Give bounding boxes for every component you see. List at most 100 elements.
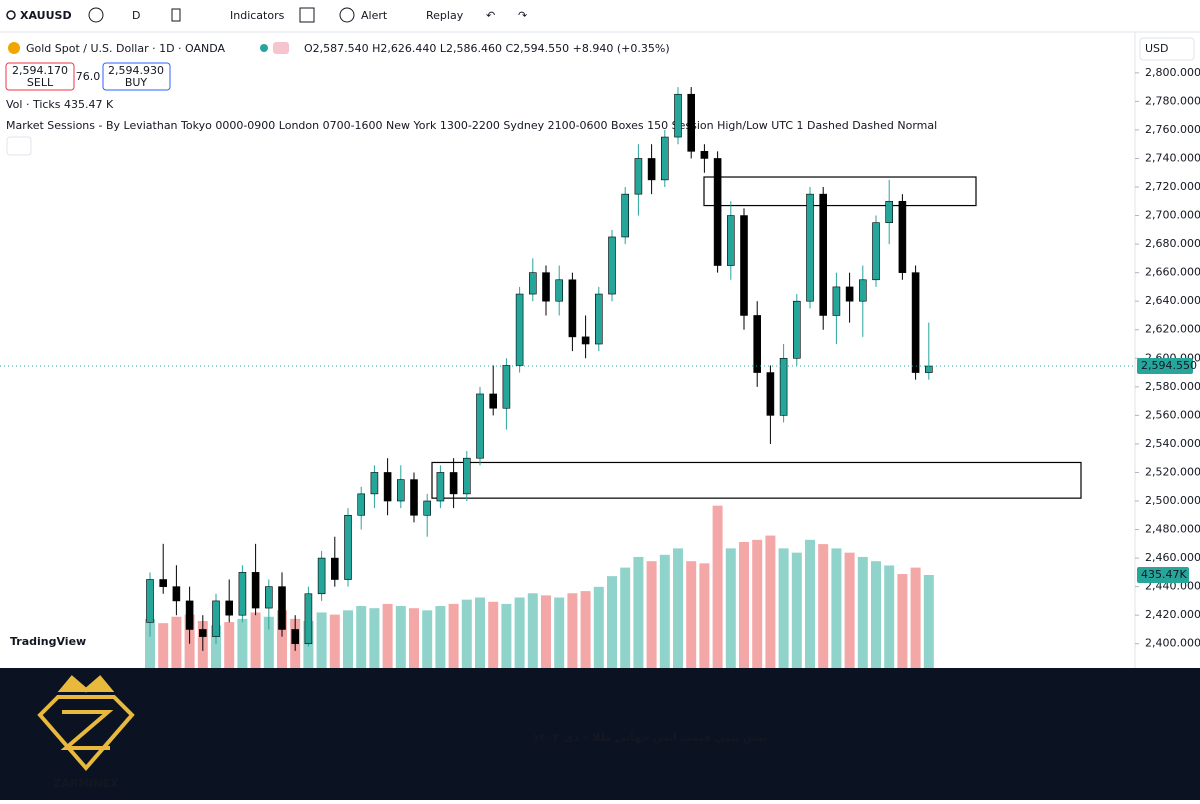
brand-name: ZARMINEX xyxy=(53,777,119,790)
candle-body xyxy=(621,193,630,238)
last-price-tag xyxy=(1137,358,1193,375)
volume-bar xyxy=(395,606,406,668)
volume-bar xyxy=(686,561,697,668)
candle-body xyxy=(660,136,669,181)
candle-body xyxy=(713,158,722,266)
y-tick-label: 2,400.000 xyxy=(1145,637,1200,650)
candle-body xyxy=(819,193,828,316)
add-symbol[interactable] xyxy=(88,7,104,23)
volume-bar xyxy=(778,548,789,668)
candle-body xyxy=(766,372,775,416)
sell-price: 2,594.170 xyxy=(12,64,68,77)
banner xyxy=(0,668,1200,800)
buy-button[interactable] xyxy=(102,62,171,91)
zone-box xyxy=(431,461,1082,499)
volume-bar xyxy=(831,548,842,668)
collapse-button[interactable] xyxy=(6,136,32,156)
redo[interactable]: ↷ xyxy=(518,9,527,22)
volume-bar xyxy=(659,554,670,668)
volume-bar xyxy=(805,539,815,668)
volume-bar xyxy=(448,603,459,668)
buy-price: 2,594.930 xyxy=(108,64,164,77)
last-volume-tag xyxy=(1137,566,1189,583)
indicators-button[interactable]: Indicators xyxy=(230,9,285,22)
alert-icon[interactable] xyxy=(339,7,355,23)
candle-body xyxy=(185,600,194,630)
y-tick-label: 2,420.000 xyxy=(1145,608,1200,621)
candle-body xyxy=(264,586,273,609)
banner-title: پیش بینی قیمت انس جهانی طلا – دی ۱۴۰۳ xyxy=(533,731,768,744)
volume-bar xyxy=(752,539,763,668)
sell-button[interactable] xyxy=(5,62,75,91)
volume-bar xyxy=(237,618,248,668)
candle-body xyxy=(674,93,682,138)
candle-body xyxy=(581,336,590,345)
volume-bar xyxy=(712,505,723,668)
candle-body xyxy=(858,279,867,302)
legend-ohlc: O2,587.540 H2,626.440 L2,586.460 C2,594.… xyxy=(304,42,670,55)
y-tick-label: 2,540.000 xyxy=(1145,437,1200,450)
candle-body xyxy=(687,93,696,152)
y-tick-label: 2,520.000 xyxy=(1145,465,1200,478)
volume-bar xyxy=(369,608,380,668)
candle-body xyxy=(317,557,326,595)
symbol[interactable]: XAUUSD xyxy=(20,9,72,22)
candle-body xyxy=(634,158,643,195)
volume-bar xyxy=(316,612,327,668)
volume-bar xyxy=(910,567,921,668)
candle-body xyxy=(528,272,537,295)
volume-bar xyxy=(818,544,829,668)
candle-body xyxy=(608,236,616,295)
candle-body xyxy=(172,586,181,602)
templates-button[interactable] xyxy=(299,7,315,23)
candle-body xyxy=(792,300,801,359)
sell-label: SELL xyxy=(27,76,54,89)
candle-body xyxy=(159,579,167,587)
y-tick-label: 2,760.000 xyxy=(1145,123,1200,136)
candle-body xyxy=(410,479,418,516)
status-flag xyxy=(273,42,289,54)
volume-bar xyxy=(435,606,446,668)
candle-body xyxy=(383,472,392,502)
candle-body xyxy=(291,629,300,645)
volume-bar xyxy=(422,610,433,668)
volume-bar xyxy=(250,612,261,668)
y-tick-label: 2,720.000 xyxy=(1145,180,1200,193)
y-tick-label: 2,560.000 xyxy=(1145,408,1200,421)
y-tick-label: 2,660.000 xyxy=(1145,266,1200,279)
y-tick-label: 2,580.000 xyxy=(1145,380,1200,393)
chart-type[interactable] xyxy=(171,8,181,22)
volume-bar xyxy=(699,563,710,668)
price-axis: 2,400.0002,420.0002,440.0002,460.0002,48… xyxy=(1135,66,1200,650)
volume-bar xyxy=(725,548,736,668)
currency-button[interactable] xyxy=(1139,37,1195,61)
volume-bar xyxy=(145,618,155,668)
volume-bar xyxy=(501,603,512,668)
watermark: TradingView xyxy=(10,635,86,648)
volume-value: 435.47 K xyxy=(64,98,114,111)
volume-bar xyxy=(844,552,855,668)
candle-body xyxy=(779,357,788,416)
search-icon[interactable] xyxy=(6,10,16,20)
y-tick-label: 2,460.000 xyxy=(1145,551,1200,564)
volume-bar xyxy=(488,601,499,668)
replay-button[interactable]: Replay xyxy=(426,9,464,22)
y-tick-label: 2,680.000 xyxy=(1145,237,1200,250)
interval[interactable]: D xyxy=(132,9,140,22)
candle-body xyxy=(700,151,709,159)
y-tick-label: 2,640.000 xyxy=(1145,294,1200,307)
volume-bar xyxy=(554,597,565,668)
y-tick-label: 2,740.000 xyxy=(1145,151,1200,164)
volume-bar xyxy=(765,535,776,668)
volume-bar xyxy=(580,591,591,668)
volume-bar xyxy=(673,548,683,668)
undo[interactable]: ↶ xyxy=(486,9,495,22)
alert-button[interactable]: Alert xyxy=(361,9,388,22)
plot xyxy=(0,87,1135,668)
spread: 76.0 xyxy=(76,70,101,83)
volume-bar xyxy=(211,625,221,668)
volume-bar xyxy=(514,597,525,668)
candle-body xyxy=(146,579,154,623)
candle-body xyxy=(542,272,550,302)
candle-body xyxy=(462,457,471,495)
